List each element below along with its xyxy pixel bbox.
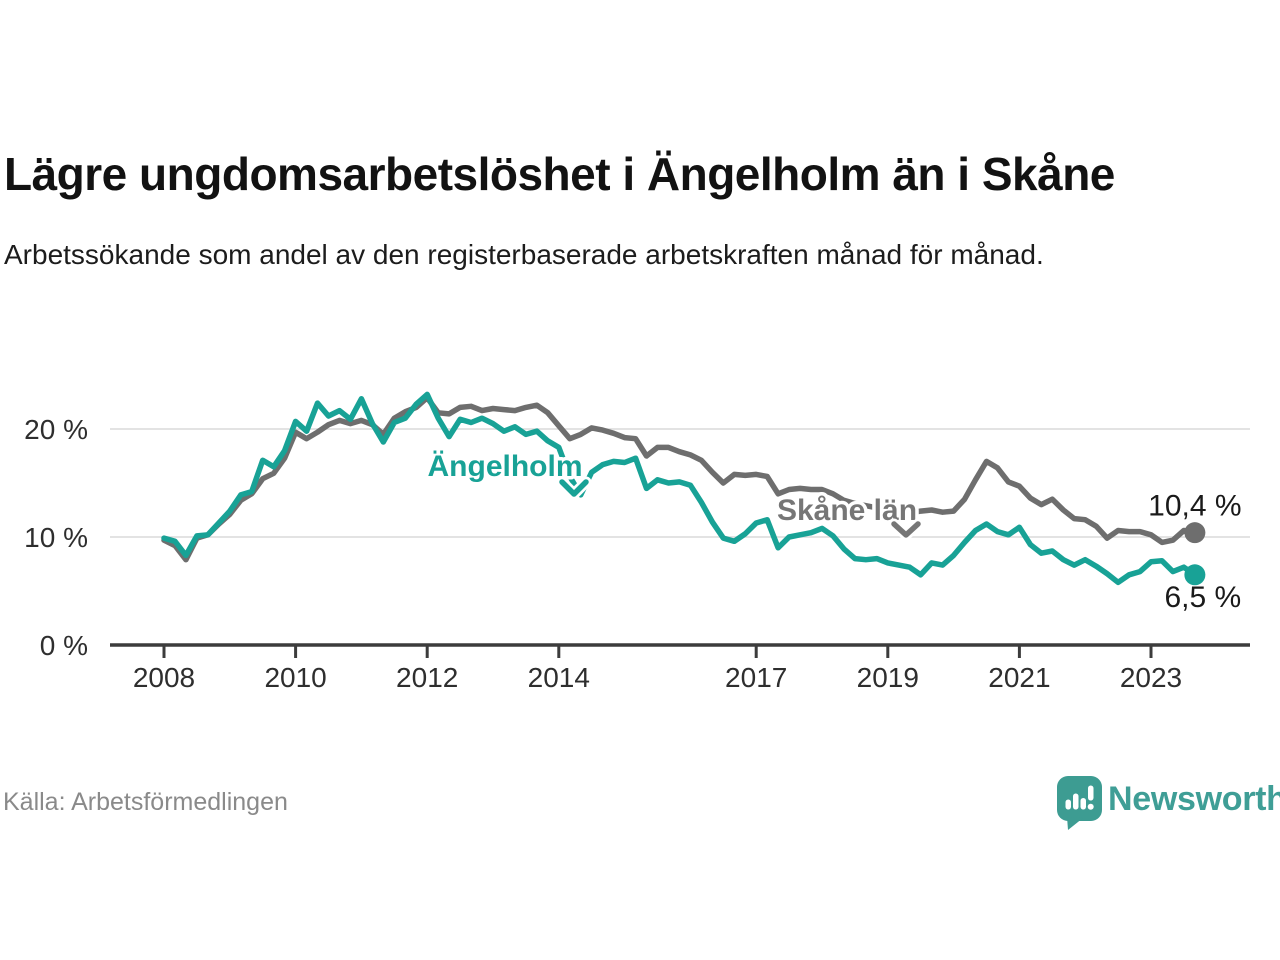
end-dot-Ängelholm — [1184, 564, 1206, 586]
end-dot-Skåne län — [1184, 522, 1206, 544]
x-tick-label-2010: 2010 — [264, 662, 326, 693]
newsworthy-logo-icon — [1057, 776, 1102, 830]
x-tick-label-2012: 2012 — [396, 662, 458, 693]
end-value-label-Ängelholm: 6,5 % — [1165, 581, 1242, 614]
series-label-caret-Ängelholm — [559, 479, 589, 497]
x-tick-label-2021: 2021 — [988, 662, 1050, 693]
unemployment-line-chart: 0 % 10 % 20 % 2008 2010 2012 2014 2017 2019 2021 2… — [24, 391, 1250, 693]
chart-subtitle: Arbetssökande som andel av den registerb… — [4, 239, 1044, 270]
series-line-Ängelholm — [161, 391, 1198, 586]
x-tick-label-2019: 2019 — [857, 662, 919, 693]
x-tick-label-2023: 2023 — [1120, 662, 1182, 693]
series-label-caret-Skåne län — [891, 521, 921, 538]
x-tick-label-2014: 2014 — [528, 662, 590, 693]
series-line-Skåne län — [161, 394, 1198, 563]
x-tick-label-2017: 2017 — [725, 662, 787, 693]
x-tick-label-2008: 2008 — [133, 662, 195, 693]
end-value-label-Skåne län: 10,4 % — [1148, 490, 1241, 523]
chart-title: Lägre ungdomsarbetslöshet i Ängelholm än… — [4, 148, 1115, 200]
source-note: Källa: Arbetsförmedlingen — [3, 788, 288, 816]
y-tick-label-10: 10 % — [24, 522, 88, 553]
newsworthy-brand-name: Newsworthy — [1108, 780, 1280, 818]
y-tick-label-20: 20 % — [24, 414, 88, 445]
y-tick-label-0: 0 % — [40, 630, 88, 661]
newsworthy-brand: Newsworthy — [1056, 775, 1280, 831]
